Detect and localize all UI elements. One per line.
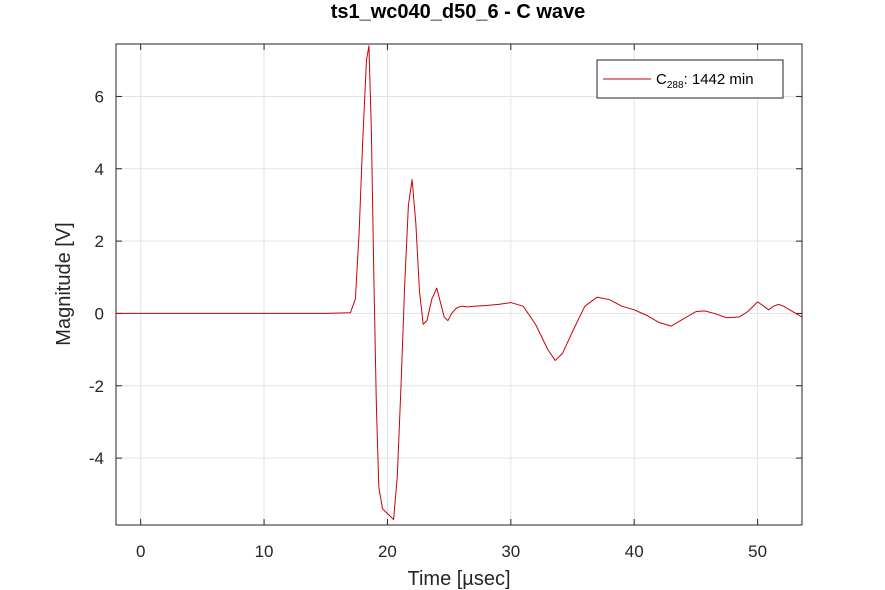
y-tick-label: -4 (89, 449, 104, 468)
x-tick-label: 20 (378, 542, 397, 561)
y-tick-label: 2 (95, 232, 104, 251)
series-layer (116, 45, 802, 521)
chart-title: ts1_wc040_d50_6 - C wave (331, 1, 586, 23)
y-tick-label: -2 (89, 377, 104, 396)
y-axis-label: Magnitude [V] (53, 222, 75, 345)
y-tick-label: 0 (95, 304, 104, 323)
y-tick-label: 6 (95, 87, 104, 106)
x-tick-label: 50 (748, 542, 767, 561)
x-tick-label: 10 (255, 542, 274, 561)
legend-label: C288: 1442 min (656, 71, 754, 91)
legend: C288: 1442 min (596, 59, 784, 99)
x-tick-label: 40 (625, 542, 644, 561)
plot-area (115, 43, 803, 526)
x-axis-label: Time [µsec] (407, 568, 510, 590)
x-tick-label: 30 (501, 542, 520, 561)
x-tick-label: 0 (136, 542, 145, 561)
y-tick-label: 4 (95, 160, 104, 179)
series-line-0 (116, 45, 802, 521)
axis-ticks: 0 10 20 30 40 50 -4 -2 0 2 4 6 (89, 44, 802, 561)
